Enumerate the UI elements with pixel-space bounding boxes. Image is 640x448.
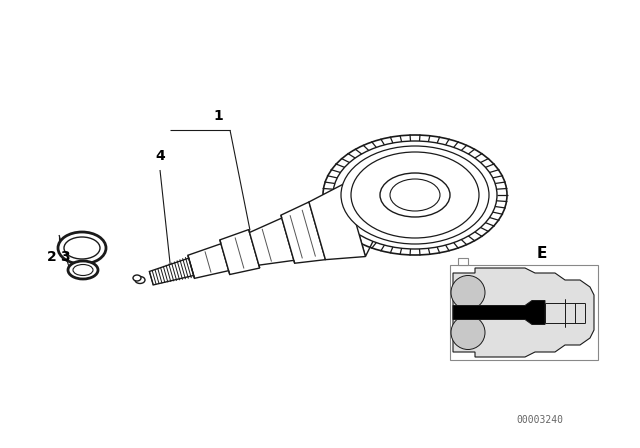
- Ellipse shape: [380, 173, 450, 217]
- Ellipse shape: [73, 264, 93, 276]
- Polygon shape: [309, 184, 365, 260]
- Ellipse shape: [333, 141, 497, 249]
- Polygon shape: [188, 244, 228, 278]
- Polygon shape: [281, 202, 326, 263]
- Ellipse shape: [135, 276, 145, 284]
- Polygon shape: [453, 268, 594, 357]
- Text: E: E: [536, 246, 547, 260]
- Polygon shape: [344, 165, 385, 257]
- Ellipse shape: [451, 276, 485, 310]
- Bar: [458, 258, 468, 265]
- Ellipse shape: [451, 315, 485, 349]
- Text: 1: 1: [213, 109, 223, 123]
- Ellipse shape: [58, 232, 106, 264]
- Ellipse shape: [133, 275, 141, 281]
- Ellipse shape: [351, 152, 479, 238]
- Bar: [450, 265, 598, 360]
- Ellipse shape: [321, 133, 509, 257]
- Polygon shape: [250, 218, 294, 265]
- Ellipse shape: [64, 237, 100, 259]
- Ellipse shape: [390, 179, 440, 211]
- Text: 3: 3: [60, 250, 70, 264]
- Text: 2: 2: [47, 250, 57, 264]
- Polygon shape: [138, 181, 366, 304]
- Ellipse shape: [68, 261, 98, 279]
- Text: 00003240: 00003240: [516, 415, 563, 425]
- Polygon shape: [220, 229, 260, 275]
- Ellipse shape: [341, 146, 489, 244]
- Polygon shape: [453, 301, 545, 324]
- Text: 4: 4: [155, 149, 165, 163]
